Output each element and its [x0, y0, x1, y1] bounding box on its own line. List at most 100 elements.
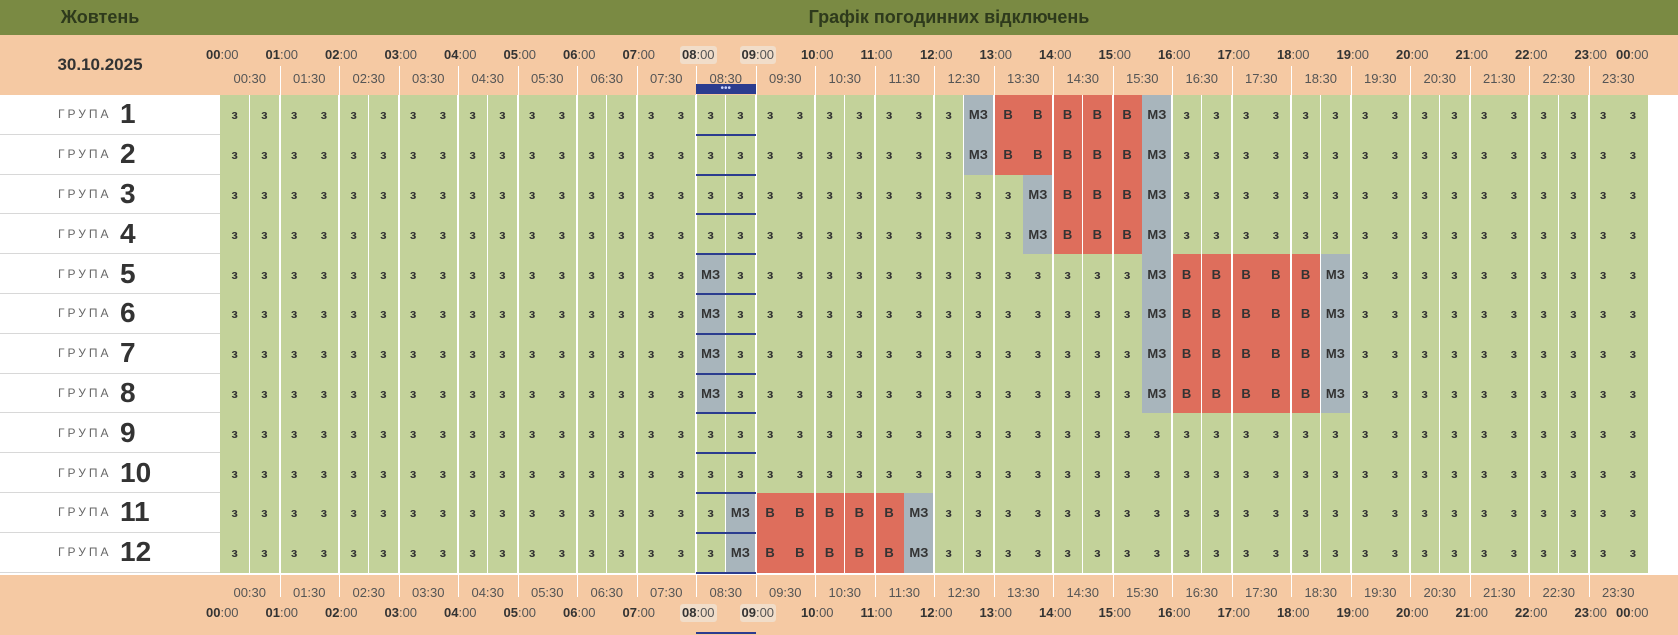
schedule-cell[interactable]: з	[963, 254, 994, 294]
schedule-cell[interactable]: з	[398, 254, 429, 294]
schedule-cell[interactable]: з	[1320, 174, 1351, 215]
schedule-cell[interactable]: з	[547, 413, 578, 454]
schedule-cell[interactable]: з	[547, 134, 578, 175]
schedule-cell[interactable]: з	[1439, 453, 1470, 493]
schedule-cell[interactable]: з	[428, 453, 459, 493]
schedule-cell[interactable]: з	[874, 254, 905, 294]
schedule-cell[interactable]: з	[1499, 214, 1530, 255]
schedule-cell[interactable]: з	[844, 174, 875, 215]
schedule-cell[interactable]: з	[1350, 214, 1381, 255]
schedule-cell[interactable]: з	[220, 294, 251, 334]
schedule-cell[interactable]: з	[785, 294, 816, 334]
schedule-cell[interactable]: з	[1618, 453, 1649, 493]
schedule-cell[interactable]: з	[1231, 532, 1262, 573]
schedule-cell[interactable]: з	[1410, 95, 1441, 135]
schedule-cell[interactable]: В	[1231, 373, 1262, 414]
schedule-cell[interactable]: з	[636, 453, 667, 493]
schedule-cell[interactable]: з	[993, 493, 1024, 533]
schedule-cell[interactable]: з	[339, 453, 370, 493]
schedule-cell[interactable]: В	[1201, 333, 1232, 374]
schedule-cell[interactable]: з	[577, 453, 608, 493]
schedule-cell[interactable]: з	[1499, 373, 1530, 414]
schedule-cell[interactable]: з	[1439, 134, 1470, 175]
schedule-cell[interactable]: з	[398, 214, 429, 255]
schedule-cell[interactable]: з	[1082, 333, 1113, 374]
schedule-cell[interactable]: з	[725, 333, 756, 374]
schedule-cell[interactable]: з	[874, 333, 905, 374]
schedule-cell[interactable]: з	[844, 95, 875, 135]
schedule-cell[interactable]: з	[428, 493, 459, 533]
schedule-cell[interactable]: з	[547, 95, 578, 135]
schedule-cell[interactable]: з	[1499, 493, 1530, 533]
schedule-cell[interactable]: з	[963, 453, 994, 493]
schedule-cell[interactable]: В	[1053, 95, 1084, 135]
schedule-cell[interactable]: з	[279, 333, 310, 374]
schedule-cell[interactable]: з	[309, 95, 340, 135]
schedule-cell[interactable]: з	[398, 453, 429, 493]
schedule-cell[interactable]: з	[249, 493, 280, 533]
schedule-cell[interactable]: з	[517, 254, 548, 294]
schedule-cell[interactable]: з	[1469, 134, 1500, 175]
schedule-cell[interactable]: з	[1499, 453, 1530, 493]
schedule-cell[interactable]: з	[785, 254, 816, 294]
schedule-cell[interactable]: з	[1350, 254, 1381, 294]
schedule-cell[interactable]: МЗ	[1142, 95, 1173, 135]
schedule-cell[interactable]: з	[934, 95, 965, 135]
schedule-cell[interactable]: з	[1439, 294, 1470, 334]
schedule-cell[interactable]: з	[1558, 413, 1589, 454]
schedule-cell[interactable]: з	[220, 493, 251, 533]
schedule-cell[interactable]: з	[1380, 134, 1411, 175]
schedule-cell[interactable]: з	[1618, 413, 1649, 454]
schedule-cell[interactable]: з	[487, 134, 518, 175]
schedule-cell[interactable]: з	[458, 214, 489, 255]
schedule-cell[interactable]: з	[1023, 333, 1054, 374]
schedule-cell[interactable]: з	[1053, 493, 1084, 533]
schedule-cell[interactable]: з	[577, 493, 608, 533]
schedule-cell[interactable]: з	[398, 134, 429, 175]
schedule-cell[interactable]: з	[606, 532, 637, 573]
schedule-cell[interactable]: В	[1053, 134, 1084, 175]
schedule-cell[interactable]: МЗ	[1142, 294, 1173, 334]
schedule-cell[interactable]: В	[844, 532, 875, 573]
schedule-cell[interactable]: з	[487, 532, 518, 573]
schedule-cell[interactable]: з	[249, 453, 280, 493]
schedule-cell[interactable]: з	[1231, 214, 1262, 255]
schedule-cell[interactable]: В	[1082, 95, 1113, 135]
schedule-cell[interactable]: з	[1410, 413, 1441, 454]
schedule-cell[interactable]: з	[1261, 493, 1292, 533]
schedule-cell[interactable]: з	[904, 214, 935, 255]
schedule-cell[interactable]: з	[1529, 413, 1560, 454]
schedule-cell[interactable]: з	[1529, 294, 1560, 334]
schedule-cell[interactable]: МЗ	[963, 134, 994, 175]
schedule-cell[interactable]: з	[398, 413, 429, 454]
schedule-cell[interactable]: з	[666, 95, 697, 135]
schedule-cell[interactable]: з	[428, 373, 459, 414]
schedule-cell[interactable]: з	[1023, 532, 1054, 573]
schedule-cell[interactable]: з	[1380, 373, 1411, 414]
schedule-cell[interactable]: з	[696, 493, 727, 533]
schedule-cell[interactable]: з	[458, 453, 489, 493]
schedule-cell[interactable]: з	[279, 254, 310, 294]
schedule-cell[interactable]: з	[725, 294, 756, 334]
schedule-cell[interactable]: з	[934, 214, 965, 255]
schedule-cell[interactable]: з	[368, 373, 399, 414]
schedule-cell[interactable]: з	[725, 254, 756, 294]
schedule-cell[interactable]: з	[339, 333, 370, 374]
schedule-cell[interactable]: з	[1201, 95, 1232, 135]
schedule-cell[interactable]: з	[696, 134, 727, 175]
schedule-cell[interactable]: з	[1588, 174, 1619, 215]
schedule-cell[interactable]: з	[1231, 95, 1262, 135]
schedule-cell[interactable]: з	[1350, 532, 1381, 573]
schedule-cell[interactable]: з	[815, 373, 846, 414]
schedule-cell[interactable]: з	[785, 174, 816, 215]
schedule-cell[interactable]: з	[963, 174, 994, 215]
schedule-cell[interactable]: В	[1291, 333, 1322, 374]
schedule-cell[interactable]: В	[1053, 214, 1084, 255]
schedule-cell[interactable]: з	[636, 373, 667, 414]
schedule-cell[interactable]: з	[368, 493, 399, 533]
schedule-cell[interactable]: з	[249, 134, 280, 175]
schedule-cell[interactable]: з	[1350, 174, 1381, 215]
schedule-cell[interactable]: з	[606, 294, 637, 334]
schedule-cell[interactable]: з	[1588, 214, 1619, 255]
schedule-cell[interactable]: з	[1142, 532, 1173, 573]
